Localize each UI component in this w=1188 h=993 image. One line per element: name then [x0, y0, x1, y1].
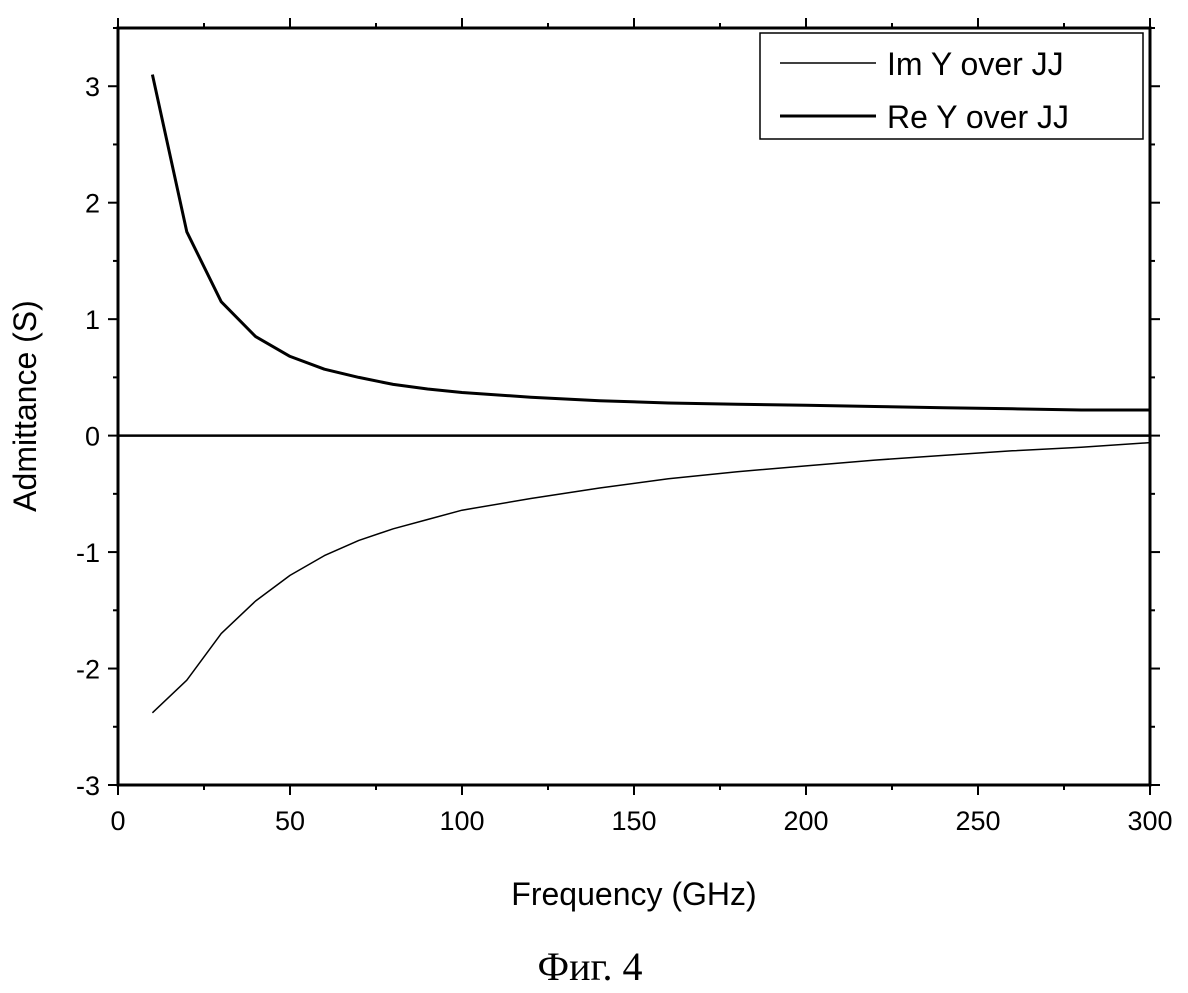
- legend-label-re: Re Y over JJ: [887, 99, 1069, 135]
- figure-caption: Фиг. 4: [538, 944, 643, 989]
- x-tick-label: 100: [439, 806, 484, 836]
- x-tick-label: 300: [1127, 806, 1172, 836]
- series-line-im-y: [151, 441, 1151, 714]
- x-tick-label: 250: [955, 806, 1000, 836]
- y-tick-label: -1: [76, 538, 100, 568]
- y-tick-label: 0: [85, 422, 100, 452]
- legend-label-im: Im Y over JJ: [887, 46, 1064, 82]
- x-tick-label: 50: [275, 806, 305, 836]
- legend-box: [759, 32, 1144, 140]
- y-axis-title: Admittance (S): [7, 300, 43, 512]
- x-axis-title: Frequency (GHz): [511, 876, 756, 912]
- x-tick-label: 200: [783, 806, 828, 836]
- y-tick-label: 3: [85, 72, 100, 102]
- x-tick-label: 150: [611, 806, 656, 836]
- y-tick-label: 2: [85, 189, 100, 219]
- x-tick-label: 0: [110, 806, 125, 836]
- y-tick-label: -3: [76, 771, 100, 801]
- legend: Im Y over JJ Re Y over JJ: [759, 32, 1144, 140]
- y-tick-label: -2: [76, 655, 100, 685]
- y-tick-label: 1: [85, 305, 100, 335]
- series-line-re-y: [150, 74, 1150, 412]
- plot-frame: [116, 26, 1152, 787]
